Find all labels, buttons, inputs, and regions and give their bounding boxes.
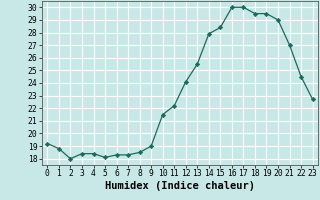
X-axis label: Humidex (Indice chaleur): Humidex (Indice chaleur) [105,181,255,191]
